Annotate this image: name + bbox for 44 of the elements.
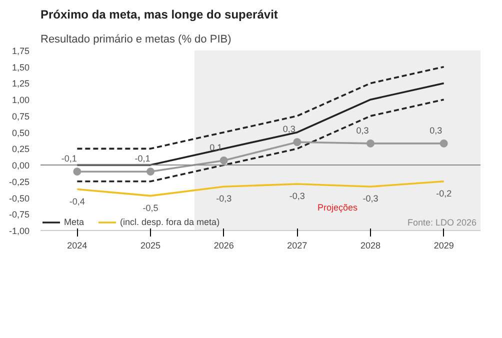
y-tick-label: 1,00 [12,95,30,106]
y-tick-label: 0,25 [12,144,30,154]
x-tick-label: 2026 [214,240,234,250]
x-tick-label: 2025 [140,240,161,250]
legend-label: Meta [64,216,84,228]
annotation: Fonte: LDO 2026 [407,218,477,228]
data-label: -0,1 [134,154,150,164]
data-label: -0,4 [69,196,85,206]
point [220,156,228,164]
line-series [76,82,445,166]
y-tick-label: 0,75 [12,111,30,122]
legend-label: (incl. desp. fora da meta) [120,216,220,228]
y-tick-label: 0,50 [12,128,30,138]
data-label: 0,3 [430,125,442,136]
data-label: -0,3 [362,194,378,204]
line-series [76,66,445,150]
chart-subtitle: Resultado primário e metas (% do PIB) [40,34,232,46]
y-tick-label: 1,75 [12,46,30,56]
point [440,139,448,148]
x-tick-label: 2024 [67,240,88,250]
y-tick-label: -0,75 [8,210,30,220]
data-label: -0,3 [289,191,305,202]
x-tick-label: 2027 [287,240,308,250]
y-tick-label: -0,50 [8,193,30,204]
line-series [76,98,445,182]
y-tick-label: 0,00 [12,160,30,171]
point [366,139,374,148]
x-tick-label: 2028 [360,240,381,250]
point [73,168,82,176]
data-label: 0,3 [282,124,296,134]
data-label: 0,3 [356,125,369,136]
y-tick-label: 1,25 [12,78,30,89]
x-tick-label: 2029 [434,240,454,250]
point [146,168,154,176]
chart-title: Próximo da meta, mas longe do superávit [40,8,278,22]
y-tick-label: 1,50 [12,62,30,72]
band-label: Projeções [317,202,358,212]
y-tick-label: -0,25 [8,176,30,187]
point [293,138,302,146]
data-label: -0,1 [61,154,77,164]
data-label: -0,3 [216,194,232,204]
data-label: -0,5 [142,202,158,213]
y-tick-label: -1,00 [8,226,30,236]
data-label: -0,2 [436,188,452,198]
